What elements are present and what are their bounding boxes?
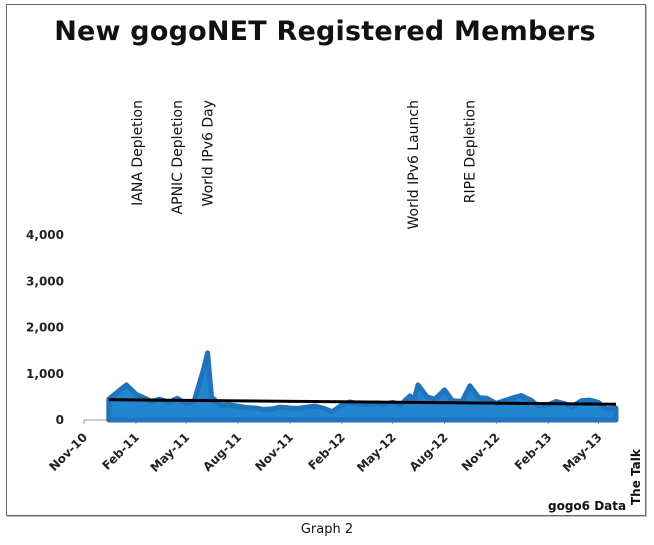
event-annotation: IANA Depletion	[130, 100, 146, 206]
event-annotation: RIPE Depletion	[462, 100, 478, 203]
x-tick-label: Feb-13	[512, 430, 555, 473]
event-annotation: APNIC Depletion	[170, 100, 186, 214]
x-tick-label: Nov-11	[252, 430, 296, 474]
y-tick-label: 1,000	[26, 367, 64, 381]
y-tick-label: 3,000	[26, 274, 64, 288]
x-tick-label: Feb-12	[305, 430, 348, 473]
side-label: The Talk	[629, 448, 643, 505]
chart-frame	[6, 4, 646, 516]
x-tick-label: Aug-11	[200, 430, 244, 474]
chart-title: New gogoNET Registered Members	[54, 16, 596, 47]
event-annotation: World IPv6 Launch	[406, 100, 422, 229]
x-tick-label: Nov-10	[46, 430, 90, 474]
source-label: gogo6 Data	[548, 499, 626, 513]
y-tick-label: 2,000	[26, 321, 64, 335]
x-tick-label: Feb-11	[100, 430, 143, 473]
series-area	[106, 350, 619, 423]
x-tick-label: Aug-12	[407, 430, 451, 474]
x-tick-label: Nov-12	[459, 430, 503, 474]
x-tick-label: May-13	[560, 430, 605, 475]
event-annotation: World IPv6 Day	[201, 100, 217, 206]
x-tick-label: May-11	[148, 430, 193, 475]
x-tick-label: May-12	[354, 430, 399, 475]
graph-caption: Graph 2	[300, 522, 354, 537]
y-tick-label: 4,000	[26, 228, 64, 242]
trend-line	[108, 398, 617, 406]
y-tick-label: 0	[56, 413, 64, 427]
